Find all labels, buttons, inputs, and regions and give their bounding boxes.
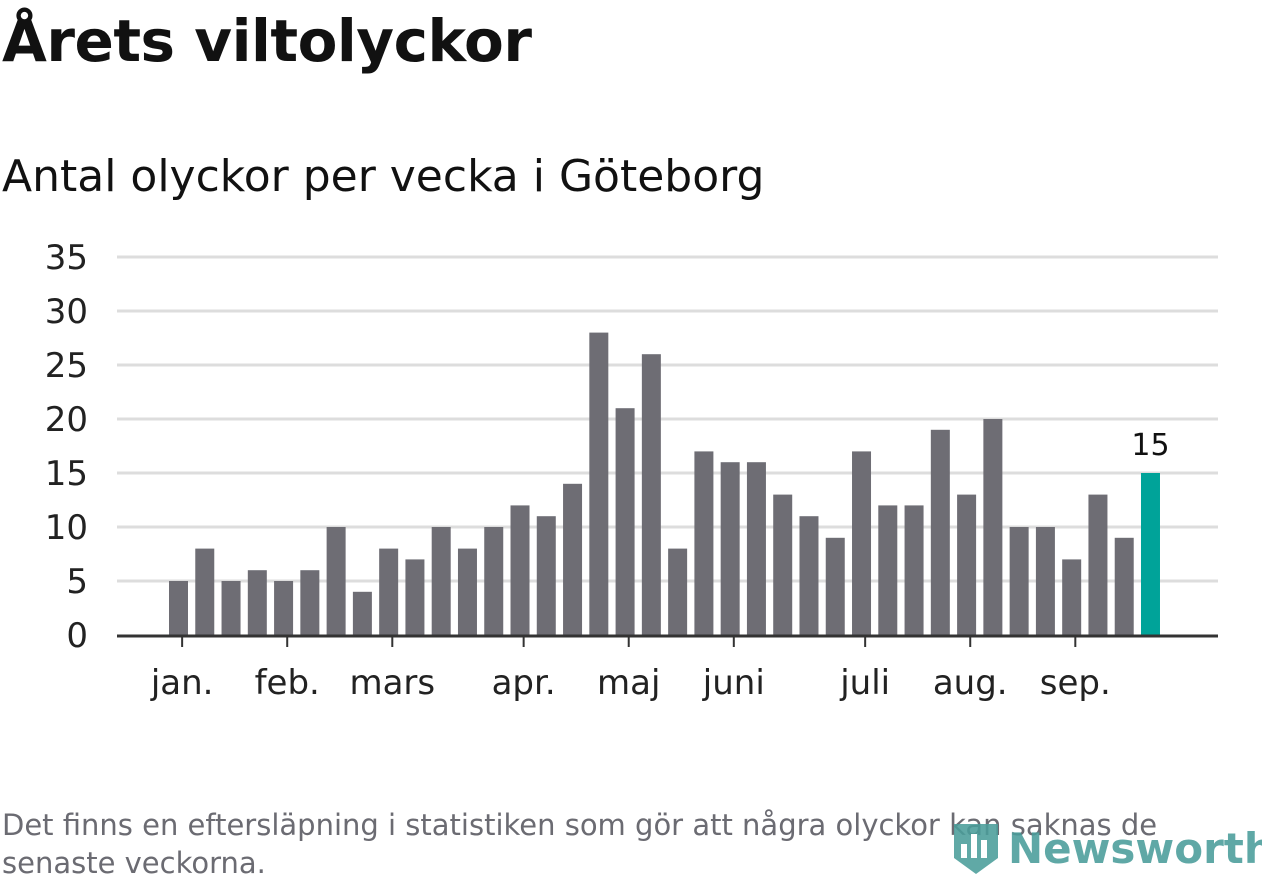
bar [1062, 559, 1082, 635]
bars [169, 332, 1160, 635]
bar [195, 548, 215, 635]
x-axis: jan. feb. mars apr. maj juni juli aug. sep. [117, 634, 1218, 703]
bar [352, 591, 372, 635]
y-tick-label: 20 [45, 400, 88, 440]
bar [379, 548, 399, 635]
bar [405, 559, 425, 635]
bar [904, 505, 924, 635]
bar [1088, 494, 1108, 635]
y-tick-label: 25 [45, 346, 88, 386]
y-tick-label: 30 [45, 292, 88, 332]
bar [878, 505, 898, 635]
bar [930, 429, 950, 635]
bar [1009, 527, 1029, 635]
newsworthy-logo-icon [954, 824, 998, 874]
x-tick-label: jan. [150, 663, 214, 703]
y-tick-label: 10 [45, 508, 88, 548]
bar [510, 505, 530, 635]
bar [589, 332, 609, 635]
bar [536, 516, 556, 635]
bar [668, 548, 688, 635]
x-tick-label: maj [597, 663, 660, 703]
x-tick-label: apr. [492, 663, 556, 703]
bar [694, 451, 714, 635]
bar [957, 494, 977, 635]
bar [746, 462, 766, 635]
highlight-data-label: 15 [1131, 428, 1169, 463]
bar [484, 527, 504, 635]
x-tick-label: aug. [933, 663, 1008, 703]
bar [983, 419, 1003, 635]
y-axis-tick-labels: 0 5 10 15 20 25 30 35 [45, 238, 88, 656]
x-tick-label: juli [839, 663, 890, 703]
bar [300, 570, 320, 635]
bar [615, 408, 635, 635]
bar [326, 527, 346, 635]
bar-highlight [1140, 473, 1160, 635]
bar [431, 527, 451, 635]
bar [773, 494, 793, 635]
y-tick-label: 5 [66, 562, 88, 602]
bar [563, 483, 583, 635]
bar [852, 451, 872, 635]
x-tick-label: mars [349, 663, 435, 703]
bar [457, 548, 477, 635]
bar [1114, 537, 1134, 635]
y-tick-label: 15 [45, 454, 88, 494]
newsworthy-logo: Newsworthy [950, 818, 1262, 878]
bar [799, 516, 819, 635]
bar [1035, 527, 1055, 635]
chart-subtitle: Antal olyckor per vecka i Göteborg [2, 151, 765, 202]
y-tick-label: 0 [66, 616, 88, 656]
y-tick-label: 35 [45, 238, 88, 278]
x-tick-label: juni [702, 663, 765, 703]
x-tick-label: sep. [1040, 663, 1111, 703]
bar [641, 354, 661, 635]
chart-title: Årets viltolyckor [2, 7, 532, 75]
x-tick-label: feb. [255, 663, 320, 703]
data-labels: 15 [1131, 428, 1169, 463]
bar [274, 581, 294, 635]
bar [825, 537, 845, 635]
logo-text: Newsworthy [1008, 823, 1262, 873]
bar [221, 581, 241, 635]
bar [720, 462, 740, 635]
bar [169, 581, 188, 635]
bar [247, 570, 267, 635]
